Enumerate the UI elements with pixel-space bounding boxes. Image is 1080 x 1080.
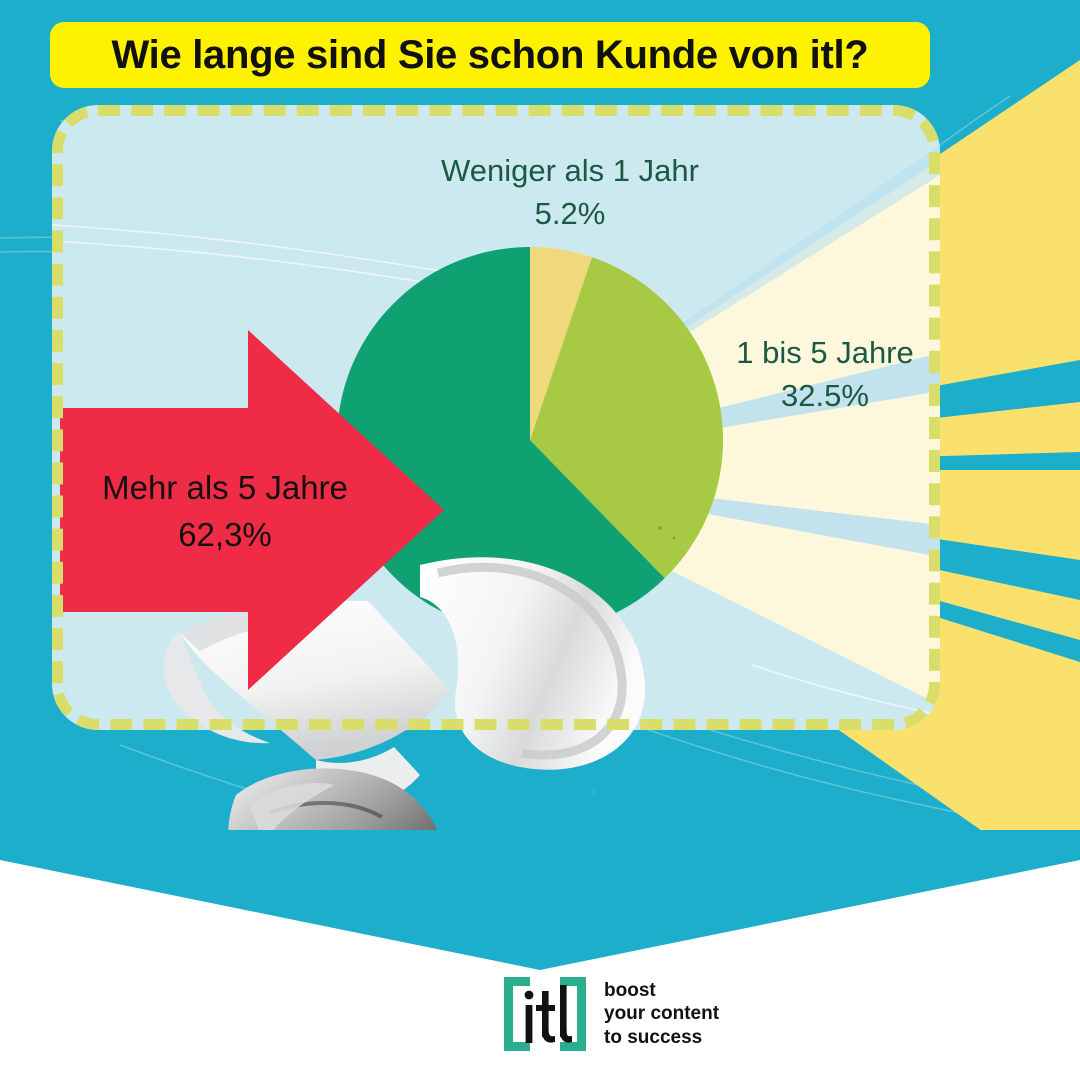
red-arrow bbox=[60, 330, 444, 690]
pie-chart bbox=[330, 240, 730, 640]
tagline-line-2: your content bbox=[604, 1003, 720, 1025]
label-weniger-als-1-jahr: Weniger als 1 Jahr 5.2% bbox=[370, 150, 770, 236]
pie-chart-svg bbox=[337, 247, 724, 633]
bracket-left-icon bbox=[504, 977, 530, 1051]
pie-slice-weniger-als-1-jahr bbox=[530, 247, 592, 440]
label-1-bis-5-jahre-name: 1 bis 5 Jahre bbox=[736, 335, 914, 370]
footer-chevron bbox=[0, 830, 1080, 970]
itl-logo-tagline: boost your content to success bbox=[604, 979, 719, 1050]
tagline-line-3: to success bbox=[604, 1026, 703, 1048]
pie-slice-1-bis-5-jahre bbox=[530, 257, 724, 579]
label-mehr-als-5-jahre: Mehr als 5 Jahre 62,3% bbox=[60, 465, 390, 559]
page-title: Wie lange sind Sie schon Kunde von itl? bbox=[111, 32, 869, 77]
label-mehr-als-5-jahre-value: 62,3% bbox=[178, 515, 272, 553]
megaphone-rim bbox=[163, 631, 270, 744]
red-arrow-shape bbox=[60, 330, 444, 690]
title-banner: Wie lange sind Sie schon Kunde von itl? bbox=[50, 22, 930, 88]
tagline-line-1: boost bbox=[604, 979, 656, 1001]
itl-logo: boost your content to success bbox=[500, 975, 719, 1053]
label-1-bis-5-jahre-value: 32.5% bbox=[781, 377, 869, 413]
label-1-bis-5-jahre: 1 bis 5 Jahre 32.5% bbox=[690, 332, 960, 418]
megaphone-bell bbox=[420, 557, 646, 770]
label-weniger-als-1-jahr-value: 5.2% bbox=[534, 195, 606, 231]
label-mehr-als-5-jahre-name: Mehr als 5 Jahre bbox=[102, 469, 348, 506]
itl-logo-mark bbox=[504, 977, 586, 1051]
label-weniger-als-1-jahr-name: Weniger als 1 Jahr bbox=[441, 153, 699, 188]
pie-slice-mehr-als-5-jahre bbox=[337, 247, 665, 633]
bracket-right-icon bbox=[560, 977, 586, 1051]
